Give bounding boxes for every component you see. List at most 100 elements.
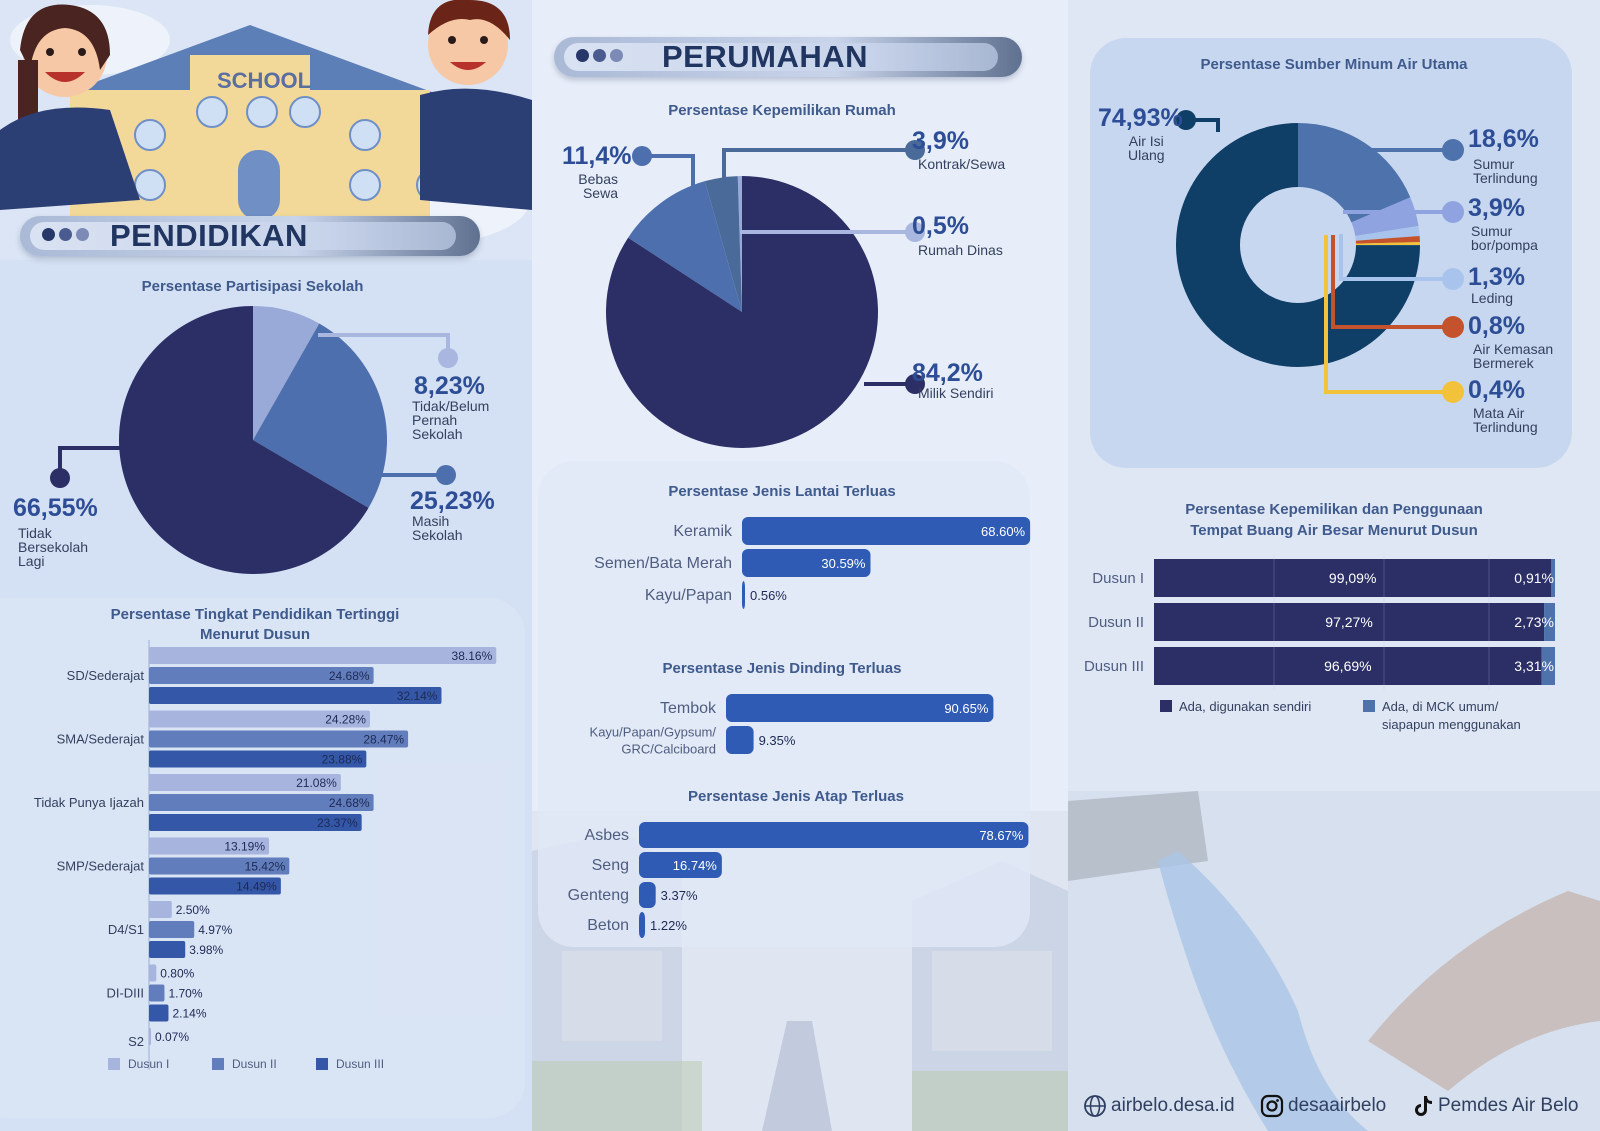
instagram-link[interactable]: desaairbelo (1260, 1094, 1386, 1118)
dot-icon (76, 228, 89, 241)
perumahan-banner: PERUMAHAN (554, 37, 1022, 77)
sumber-donut-chart (1176, 110, 1464, 403)
pendidikan-title: PENDIDIKAN (110, 218, 308, 253)
bar-value-label: 0.56% (750, 588, 787, 603)
tingkat-value-label: 2.14% (172, 1007, 206, 1021)
bar-value-label: 1.22% (650, 918, 687, 933)
tingkat-bar-dusun-i (149, 647, 497, 664)
leader-leding-dot (1442, 268, 1464, 290)
kepemilikan-label-kontrak: Kontrak/Sewa (918, 156, 1006, 172)
tingkat-bar-dusun-ii (149, 984, 165, 1002)
dot-icon (576, 49, 589, 62)
air-column: Persentase Sumber Minum Air Utama 74,93%… (1068, 0, 1600, 1131)
perumahan-column: PERUMAHAN Persentase Kepemilikan Rumah 1… (532, 0, 1068, 1131)
leader-tidak-lagi-dot (50, 468, 70, 488)
tingkat-value-label: 2.50% (176, 903, 210, 917)
kepemilikan-pct-kontrak: 3,9% (912, 127, 969, 155)
tingkat-category-label: D4/S1 (108, 922, 144, 937)
bab-bar-ada-digunakan-sendiri (1154, 559, 1552, 597)
kepemilikan-pie-chart (606, 140, 925, 449)
kepemilikan-pct-dinas: 0,5% (912, 212, 969, 240)
leader-kemasan-line (1331, 235, 1453, 329)
tingkat-bar-dusun-iii (149, 814, 362, 831)
partisipasi-label-masih: Masih Sekolah (412, 513, 463, 543)
website-link[interactable]: airbelo.desa.id (1083, 1094, 1235, 1118)
bar-kayu-papan-gypsum-grc-calciboard (726, 726, 754, 754)
leader-sumur-terlindung-dot (1442, 139, 1464, 161)
pie-slice-sumur-terlindung (1298, 123, 1411, 223)
bar-seng (639, 852, 722, 878)
sumber-label-kemasan: Air Kemasan Bermerek (1473, 341, 1554, 371)
pie-slice-tidak-belum-pernah-sekolah (253, 306, 320, 440)
bar-asbes (639, 822, 1029, 848)
tingkat-bar-dusun-ii (149, 921, 195, 938)
bar-semen-bata-merah (742, 549, 871, 577)
tingkat-value-label: 24.68% (329, 796, 370, 810)
bab-legend-item-1: Ada, digunakan sendiri (1160, 698, 1311, 716)
bar-category-label: Seng (592, 857, 629, 874)
tingkat-bar-chart: SD/Sederajat 38.16% 24.68% 32.14% SMA/Sedera… (34, 640, 497, 1071)
leader-kontrak-dot (905, 140, 925, 160)
bar-value-label: 30.59% (821, 556, 866, 571)
tingkat-bar-dusun-i (149, 964, 157, 982)
atap-bar-chart: Asbes 78.67% Seng 16.74% Genteng 3.37% Beton 1.… (568, 822, 1029, 938)
tingkat-bar-dusun-i (149, 774, 341, 791)
tingkat-legend-label: Dusun III (336, 1057, 384, 1071)
kepemilikan-label-dinas: Rumah Dinas (918, 242, 1003, 258)
leader-masih-dot (436, 465, 456, 485)
bab-value-label: 2,73% (1514, 614, 1554, 630)
sumber-pct-kemasan: 0,8% (1468, 312, 1525, 340)
tingkat-value-label: 24.68% (329, 669, 370, 683)
tingkat-value-label: 1.70% (168, 987, 202, 1001)
tingkat-bar-dusun-iii (149, 1004, 169, 1022)
atap-title: Persentase Jenis Atap Terluas (688, 788, 904, 805)
tingkat-bar-dusun-iii (149, 877, 281, 895)
bab-category-label: Dusun II (1088, 614, 1144, 631)
leader-kemasan-dot (1442, 316, 1464, 338)
tingkat-title-line2: Menurut Dusun (200, 626, 310, 643)
tingkat-category-label: SD/Sederajat (67, 668, 145, 683)
kepemilikan-label-milik: Milik Sendiri (918, 385, 994, 401)
leader-isi-ulang-dot (1176, 110, 1196, 130)
leader-milik-dot (905, 374, 925, 394)
tingkat-bar-dusun-ii (149, 857, 290, 875)
leader-isi-ulang-line (1186, 118, 1220, 132)
tiktok-text: Pemdes Air Belo (1438, 1095, 1579, 1116)
dinding-title: Persentase Jenis Dinding Terluas (662, 660, 902, 677)
pendidikan-column: SCHOOL PENDIDIKAN Persentase Partisipasi… (0, 0, 532, 1131)
tingkat-bar-dusun-ii (149, 667, 374, 684)
globe-icon (1084, 1095, 1106, 1117)
tingkat-value-label: 0.80% (160, 967, 194, 981)
legend-swatch (1363, 700, 1375, 712)
bab-value-label: 96,69% (1324, 658, 1371, 674)
tingkat-value-label: 32.14% (397, 689, 438, 703)
bab-bar-ada-di-mck-umum-siapapun-menggunakan (1551, 559, 1555, 597)
leader-kontrak-line (722, 148, 915, 178)
partisipasi-pct-masih: 25,23% (410, 487, 495, 515)
tingkat-bar-dusun-iii (149, 941, 186, 958)
tingkat-bar-dusun-i (149, 710, 370, 728)
bab-category-label: Dusun I (1092, 570, 1144, 587)
tingkat-bar-dusun-iii (149, 750, 367, 768)
bab-category-label: Dusun III (1084, 658, 1144, 675)
tiktok-icon (1415, 1096, 1432, 1116)
sumber-label-isi-ulang: Air Isi Ulang (1128, 133, 1165, 163)
leader-dinas-dot (905, 222, 925, 242)
sumber-pct-leding: 1,3% (1468, 263, 1525, 291)
tingkat-title-line1: Persentase Tingkat Pendidikan Tertinggi (110, 606, 400, 623)
tiktok-link[interactable]: Pemdes Air Belo (1412, 1094, 1578, 1118)
leader-mata-air-dot (1442, 381, 1464, 403)
bar-keramik (742, 517, 1031, 545)
bar-category-label: Asbes (585, 827, 629, 844)
sumber-pct-sumur-terlindung: 18,6% (1468, 125, 1539, 153)
bar-category-label: Kayu/Papan (645, 587, 732, 604)
pie-slice-milik-sendiri (606, 176, 878, 449)
dot-icon (593, 49, 606, 62)
bar-category-label: GRC/Calciboard (621, 742, 716, 757)
dot-icon (59, 228, 72, 241)
tingkat-value-label: 23.37% (317, 816, 358, 830)
bab-value-label: 0,91% (1514, 570, 1554, 586)
tingkat-title: Persentase Tingkat Pendidikan Tertinggi … (0, 605, 510, 645)
bar-value-label: 3.37% (661, 888, 698, 903)
website-text: airbelo.desa.id (1111, 1095, 1235, 1116)
